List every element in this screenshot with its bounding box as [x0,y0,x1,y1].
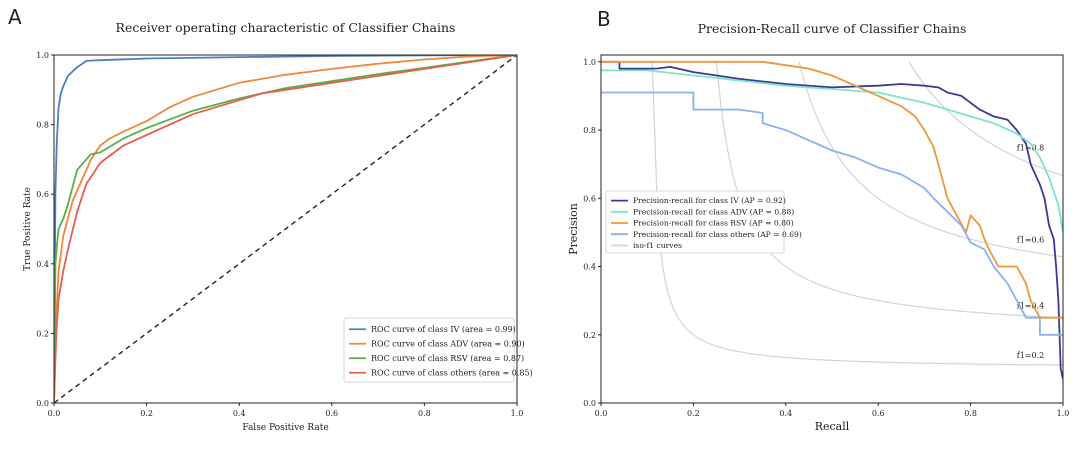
iso-f1-curve [908,61,1063,177]
y-tick-label: 0.4 [583,263,596,272]
y-tick-label: 1.0 [36,51,49,60]
series-line-3 [54,55,517,403]
precision-recall-chart: Precision-Recall curve of Classifier Cha… [567,21,1069,433]
series-line-0 [54,55,517,403]
y-axis-label: Precision [567,203,580,255]
plot-frame [53,54,518,404]
legend-box [605,190,785,254]
roc-chart: Receiver operating characteristic of Cla… [23,20,533,433]
series-line-0 [601,60,1063,380]
panel-letter-b: B [597,7,611,31]
iso-f1-label: f1=0.4 [1017,301,1044,310]
chart-title: Precision-Recall curve of Classifier Cha… [698,21,967,36]
iso-f1-curve [651,61,1063,366]
x-tick-label: 1.0 [1057,409,1070,418]
iso-f1-label: f1=0.6 [1017,236,1044,245]
series-line-1 [54,55,517,403]
y-tick-label: 0.2 [36,329,49,338]
x-tick-label: 0.6 [872,409,885,418]
chance-diagonal-line [53,54,518,404]
x-tick-label: 0.4 [779,409,792,418]
x-tick-label: 0.8 [418,409,431,418]
x-tick-label: 0.0 [48,409,61,418]
legend-entry-label: iso-f1 curves [633,241,682,250]
y-tick-label: 0.6 [583,194,596,203]
y-axis-label: True Positive Rate [23,187,33,271]
x-tick-label: 0.2 [687,409,700,418]
series-line-2 [54,55,517,403]
legend-entry-label: Precision-recall for class RSV (AP = 0.8… [633,219,794,228]
legend-entry-label: Precision-recall for class ADV (AP = 0.8… [633,207,794,216]
x-axis-label: False Positive Rate [242,423,328,433]
y-tick-label: 0.2 [583,331,596,340]
legend-entry-label: ROC curve of class ADV (area = 0.90) [371,339,525,348]
x-tick-label: 0.6 [325,409,338,418]
iso-f1-label: f1=0.2 [1017,351,1044,360]
iso-f1-curve [715,61,1063,319]
x-tick-label: 0.8 [964,409,977,418]
series-line-3 [601,91,1063,336]
plot-frame [600,54,1064,404]
x-tick-label: 1.0 [511,409,524,418]
x-tick-label: 0.4 [233,409,246,418]
legend-entry-label: Precision-recall for class others (AP = … [633,230,802,239]
y-tick-label: 0.0 [36,399,49,408]
chart-title: Receiver operating characteristic of Cla… [116,20,456,35]
series-line-2 [601,60,1063,319]
series-line-1 [601,69,1063,233]
y-tick-label: 0.4 [36,260,49,269]
panel-letter-a: A [8,5,22,29]
x-tick-label: 0.0 [595,409,608,418]
legend-entry-label: ROC curve of class RSV (area = 0.87) [371,354,524,363]
x-tick-label: 0.2 [140,409,153,418]
legend-entry-label: ROC curve of class others (area = 0.85) [371,368,533,377]
legend-entry-label: Precision-recall for class IV (AP = 0.92… [633,196,786,205]
iso-f1-label: f1=0.8 [1017,144,1044,153]
legend-entry-label: ROC curve of class IV (area = 0.99) [371,325,516,334]
x-axis-label: Recall [815,420,850,433]
y-tick-label: 0.8 [36,121,49,130]
y-tick-label: 1.0 [583,58,596,67]
y-tick-label: 0.8 [583,126,596,135]
y-tick-label: 0.0 [583,399,596,408]
y-tick-label: 0.6 [36,190,49,199]
legend-box [343,317,515,383]
iso-f1-curve [798,61,1063,258]
